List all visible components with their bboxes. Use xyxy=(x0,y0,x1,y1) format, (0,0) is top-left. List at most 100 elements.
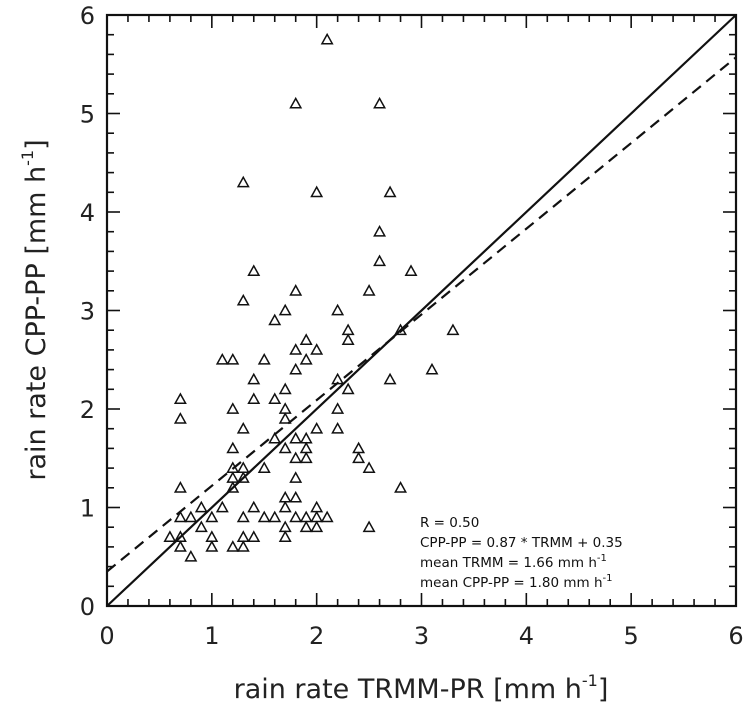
data-point xyxy=(226,353,240,365)
data-point xyxy=(310,520,324,533)
data-point xyxy=(394,481,408,493)
data-point xyxy=(236,471,250,483)
tick-labels: 0 1 2 3 4 5 6 0 1 2 3 4 5 6 xyxy=(80,2,743,650)
data-point xyxy=(289,343,303,355)
data-point xyxy=(352,451,366,464)
data-point xyxy=(236,421,250,434)
annotation-correlation: R = 0.50 xyxy=(420,515,479,531)
data-point xyxy=(247,264,261,277)
data-point xyxy=(236,293,250,306)
data-point xyxy=(331,402,345,414)
x-axis-label-superscript: -1 xyxy=(582,671,598,690)
data-point xyxy=(194,500,208,513)
data-point xyxy=(362,520,376,533)
data-point xyxy=(331,303,345,316)
data-point xyxy=(299,451,313,464)
data-point xyxy=(289,451,303,464)
y-tick-label: 1 xyxy=(80,495,95,523)
x-axis-label: rain rate TRMM-PR [mm h-1] xyxy=(234,671,609,705)
data-point xyxy=(268,510,282,523)
y-tick-label: 3 xyxy=(80,298,95,326)
data-point xyxy=(226,481,240,493)
annotation-mean-cpp: mean CPP-PP = 1.80 mm h-1 xyxy=(420,573,613,591)
data-point xyxy=(215,500,229,513)
y-axis-label-superscript: -1 xyxy=(18,150,37,166)
y-tick-label: 0 xyxy=(80,593,95,621)
data-point xyxy=(289,490,303,503)
data-point xyxy=(247,500,261,513)
data-point xyxy=(278,382,292,395)
data-point xyxy=(278,500,292,513)
data-point xyxy=(278,530,292,542)
data-point xyxy=(310,343,324,355)
y-tick-label: 2 xyxy=(80,396,95,424)
x-tick-label: 6 xyxy=(728,622,743,650)
data-point xyxy=(404,264,418,277)
data-point xyxy=(163,530,177,542)
data-point xyxy=(289,471,303,483)
data-point xyxy=(268,392,282,405)
data-point xyxy=(310,421,324,434)
data-point xyxy=(320,510,334,523)
data-point xyxy=(247,392,261,405)
data-points xyxy=(163,32,460,562)
data-point xyxy=(173,412,187,424)
one-to-one-line xyxy=(106,14,737,607)
axis-ticks xyxy=(106,14,737,607)
x-tick-label: 5 xyxy=(624,622,639,650)
data-point xyxy=(173,392,187,405)
data-point xyxy=(184,550,198,562)
reference-lines xyxy=(106,14,737,607)
data-point xyxy=(247,530,261,542)
data-point xyxy=(194,520,208,533)
y-tick-label: 6 xyxy=(80,2,95,30)
x-tick-label: 3 xyxy=(414,622,429,650)
data-point xyxy=(236,175,250,188)
data-point xyxy=(236,540,250,552)
data-point xyxy=(331,372,345,385)
statistics-annotation: R = 0.50 CPP-PP = 0.87 * TRMM + 0.35 mea… xyxy=(420,515,623,591)
data-point xyxy=(173,481,187,493)
y-tick-label: 4 xyxy=(80,199,95,227)
data-point xyxy=(373,224,387,237)
data-point xyxy=(299,353,313,365)
data-point xyxy=(226,402,240,414)
data-point xyxy=(236,510,250,523)
data-point xyxy=(205,510,219,523)
y-axis-label: rain rate CPP-PP [mm h-1] xyxy=(18,139,52,480)
data-point xyxy=(289,510,303,523)
data-point xyxy=(425,362,439,375)
annotation-mean-trmm: mean TRMM = 1.66 mm h-1 xyxy=(420,553,607,571)
data-point xyxy=(383,185,397,198)
data-point xyxy=(173,540,187,552)
x-tick-label: 4 xyxy=(519,622,534,650)
data-point xyxy=(320,32,334,45)
data-point xyxy=(247,372,261,385)
data-point xyxy=(299,333,313,345)
data-point xyxy=(278,303,292,316)
data-point xyxy=(173,510,187,523)
annotation-regression: CPP-PP = 0.87 * TRMM + 0.35 xyxy=(420,535,623,551)
data-point xyxy=(362,284,376,296)
data-point xyxy=(341,382,355,395)
x-tick-label: 1 xyxy=(204,622,219,650)
data-point xyxy=(268,431,282,444)
data-point xyxy=(289,96,303,109)
data-point xyxy=(289,431,303,444)
data-point xyxy=(310,185,324,198)
data-point xyxy=(299,520,313,533)
data-point xyxy=(446,323,460,336)
data-point xyxy=(257,510,271,523)
data-point xyxy=(215,353,229,365)
x-tick-label: 0 xyxy=(99,622,114,650)
data-point xyxy=(362,461,376,474)
data-point xyxy=(278,441,292,454)
data-point xyxy=(205,540,219,552)
data-point xyxy=(373,96,387,109)
data-point xyxy=(341,333,355,345)
data-point xyxy=(257,461,271,474)
data-point xyxy=(289,284,303,296)
data-point xyxy=(394,323,408,336)
y-tick-label: 5 xyxy=(80,101,95,129)
